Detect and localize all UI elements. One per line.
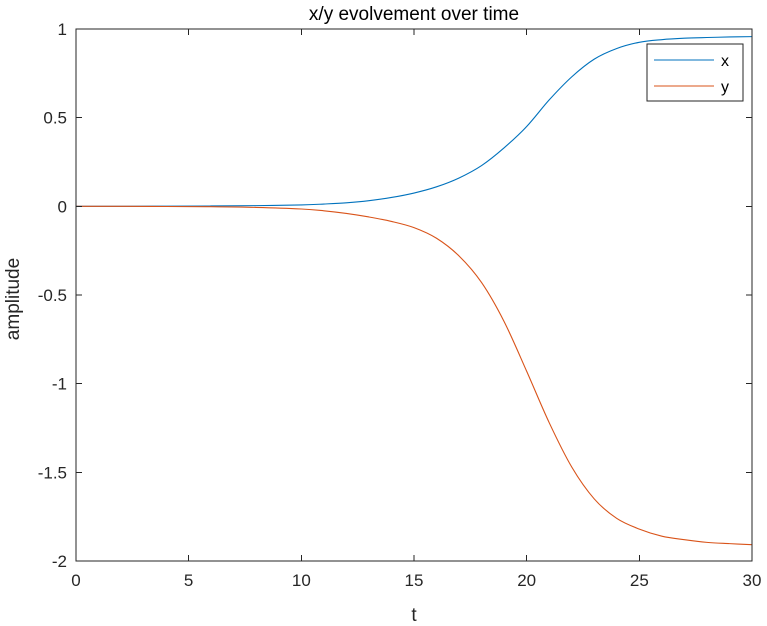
x-axis: 0 5 10 15 20 25 30 xyxy=(71,29,761,590)
y-tick-label: -1 xyxy=(52,375,67,394)
series-line-y xyxy=(75,205,753,546)
x-tick-label: 0 xyxy=(71,571,80,590)
y-axis: 1 0.5 0 -0.5 -1 -1.5 -2 xyxy=(38,20,752,571)
plot-area: 0 5 10 15 20 25 30 1 0.5 0 -0.5 -1 -1.5 -2 xyxy=(38,20,762,590)
legend-label-x: x xyxy=(721,53,729,70)
y-tick-label: -2 xyxy=(52,552,67,571)
y-axis-title: amplitude xyxy=(3,258,24,340)
legend: x y xyxy=(646,43,744,102)
chart-title: x/y evolvement over time xyxy=(309,4,519,25)
legend-label-y: y xyxy=(721,79,729,96)
legend-box xyxy=(646,43,744,102)
x-tick-label: 5 xyxy=(184,571,193,590)
y-tick-label: 1 xyxy=(58,20,67,39)
y-tick-label: -0.5 xyxy=(38,286,67,305)
x-axis-title: t xyxy=(411,605,417,626)
x-tick-label: 15 xyxy=(405,571,424,590)
axes-box xyxy=(75,28,753,562)
series-line-x xyxy=(75,36,753,207)
x-tick-label: 20 xyxy=(517,571,536,590)
y-tick-label: -1.5 xyxy=(38,463,67,482)
x-tick-label: 30 xyxy=(743,571,762,590)
x-tick-label: 10 xyxy=(292,571,311,590)
x-tick-label: 25 xyxy=(630,571,649,590)
y-tick-label: 0 xyxy=(58,197,67,216)
y-tick-label: 0.5 xyxy=(43,109,67,128)
series-group xyxy=(75,36,753,546)
